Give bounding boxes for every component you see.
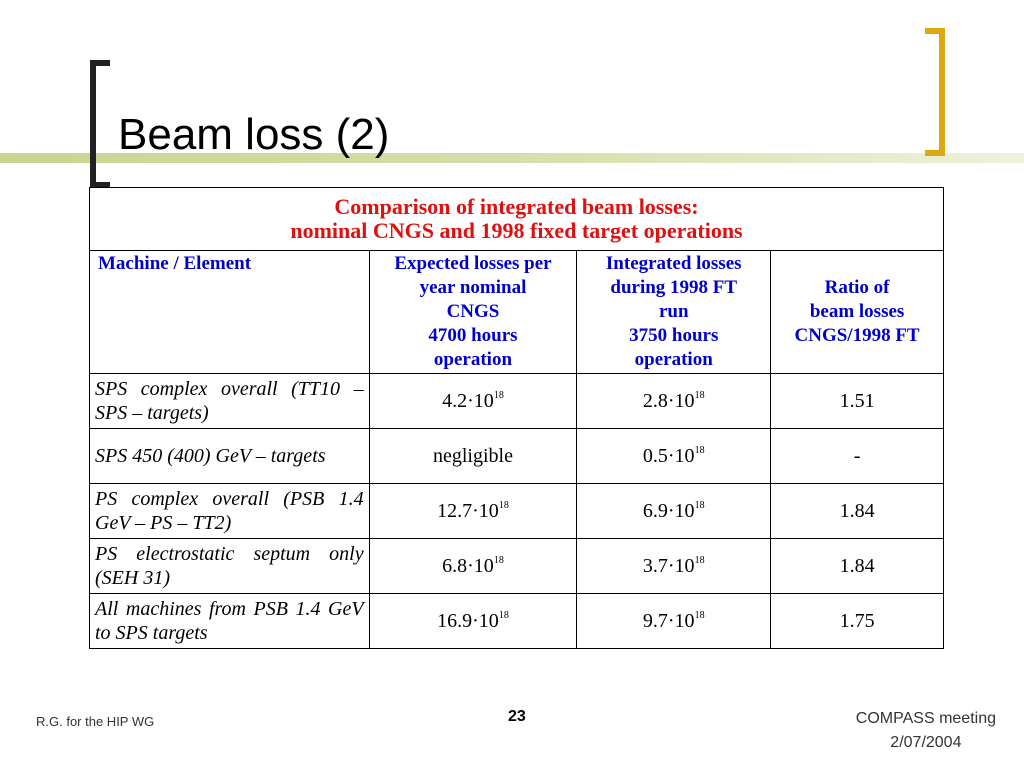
left-bracket: [90, 60, 110, 188]
loss-table: Comparison of integrated beam losses: no…: [89, 187, 944, 649]
accent-bar: [0, 153, 1024, 163]
header-line: Integrated losses: [605, 253, 742, 274]
value-cell: 1.51: [770, 373, 944, 429]
mantissa: 6.8·10: [442, 555, 494, 577]
footer-left: R.G. for the HIP WG: [36, 714, 155, 729]
mantissa: 12.7·10: [437, 500, 499, 522]
exponent: 18: [694, 610, 705, 621]
header-line: Ratio of: [824, 277, 890, 298]
header-line: 4700 hours: [428, 325, 518, 346]
slide-title: Beam loss (2): [118, 110, 390, 159]
footer-line: COMPASS meeting: [855, 710, 996, 727]
data-row: All machines from PSB 1.4 GeV to SPS tar…: [89, 593, 944, 649]
footer-line: 2/07/2004: [890, 734, 962, 751]
row-label: SPS 450 (400) GeV – targets: [89, 428, 370, 484]
caption-line: Comparison of integrated beam losses:: [334, 194, 699, 219]
header-line: Expected losses per: [394, 253, 552, 274]
header-line: CNGS/1998 FT: [794, 325, 920, 346]
value-cell: negligible: [368, 428, 578, 484]
footer-right: COMPASS meeting 2/07/2004: [856, 707, 996, 755]
header-line: beam losses: [809, 301, 905, 322]
exponent: 18: [493, 555, 504, 566]
row-label: PS complex overall (PSB 1.4 GeV – PS – T…: [89, 483, 370, 539]
exponent: 18: [493, 390, 504, 401]
header-line: run: [658, 301, 689, 322]
value-cell: 0.5·1018: [576, 428, 772, 484]
column-header: Integrated losses during 1998 FT run 3750 h…: [576, 250, 772, 374]
value-cell: 6.8·1018: [368, 538, 578, 594]
column-header: Expected losses per year nominal CNGS 4700 …: [368, 250, 578, 374]
value-cell: -: [770, 428, 944, 484]
row-label: SPS complex overall (TT10 – SPS – target…: [89, 373, 370, 429]
mantissa: 9.7·10: [642, 610, 695, 632]
header-line: operation: [634, 349, 713, 370]
exponent: 18: [498, 610, 509, 621]
header-line: operation: [433, 349, 513, 370]
value-cell: 2.8·1018: [576, 373, 772, 429]
caption-line: nominal CNGS and 1998 fixed target opera…: [290, 218, 743, 243]
exponent: 18: [498, 500, 509, 511]
value-cell: 3.7·1018: [576, 538, 772, 594]
header-row: Machine / Element Expected losses per year…: [89, 250, 944, 374]
value-cell: 9.7·1018: [576, 593, 772, 649]
value-cell: 6.9·1018: [576, 483, 772, 539]
value-cell: 12.7·1018: [368, 483, 578, 539]
value-cell: 1.75: [770, 593, 944, 649]
exponent: 18: [694, 445, 705, 456]
right-bracket: [925, 28, 945, 156]
row-label: All machines from PSB 1.4 GeV to SPS tar…: [89, 593, 370, 649]
column-header: Ratio of beam losses CNGS/1998 FT: [770, 250, 944, 374]
mantissa: 0.5·10: [642, 445, 695, 467]
header-line: year nominal: [419, 277, 527, 298]
table-caption: Comparison of integrated beam losses: no…: [89, 187, 944, 251]
exponent: 18: [694, 555, 705, 566]
value-cell: 4.2·1018: [368, 373, 578, 429]
exponent: 18: [694, 390, 705, 401]
column-header: Machine / Element: [89, 250, 370, 374]
mantissa: 16.9·10: [437, 610, 499, 632]
data-row: SPS complex overall (TT10 – SPS – target…: [89, 373, 944, 429]
page-number: 23: [508, 708, 526, 725]
exponent: 18: [694, 500, 705, 511]
header-line: CNGS: [446, 301, 500, 322]
data-row: PS complex overall (PSB 1.4 GeV – PS – T…: [89, 483, 944, 539]
row-label: PS electrostatic septum only (SEH 31): [89, 538, 370, 594]
mantissa: 4.2·10: [442, 390, 494, 412]
mantissa: 2.8·10: [642, 390, 695, 412]
value-cell: 16.9·1018: [368, 593, 578, 649]
header-line: during 1998 FT: [610, 277, 738, 298]
header-line: 3750 hours: [629, 325, 719, 346]
data-row: SPS 450 (400) GeV – targets negligible 0.5…: [89, 428, 944, 484]
mantissa: 6.9·10: [642, 500, 695, 522]
mantissa: 3.7·10: [642, 555, 695, 577]
header-line: Machine / Element: [98, 253, 252, 274]
value-cell: 1.84: [770, 483, 944, 539]
value-cell: 1.84: [770, 538, 944, 594]
data-row: PS electrostatic septum only (SEH 31) 6.8…: [89, 538, 944, 594]
